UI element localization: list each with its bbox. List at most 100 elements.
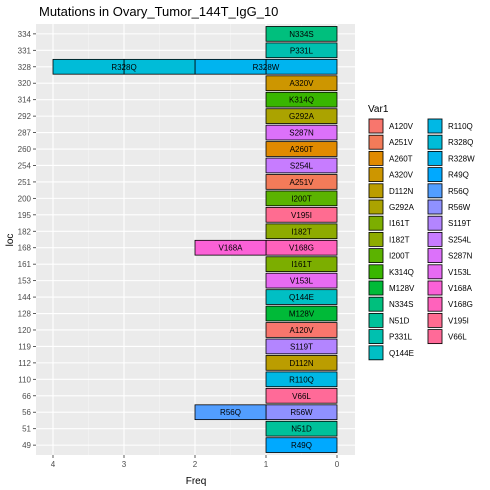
legend-label-n334s: N334S (389, 300, 413, 309)
bar-segment-v153l-153 (265, 272, 338, 289)
bar-segment-s254l-254 (265, 157, 338, 174)
y-tick-label-195: 195 (18, 211, 32, 220)
legend-label-g292a: G292A (389, 203, 415, 212)
bars-layer: N334S P331L R328W R328Q A320V K314Q G292A S287N… (52, 26, 338, 453)
bar-label-a320v-320: A320V (289, 79, 314, 88)
legend-label-v168a: V168A (448, 284, 473, 293)
y-tick-label-328: 328 (18, 63, 32, 72)
y-tick-label-51: 51 (22, 425, 31, 434)
legend-label-s119t: S119T (448, 219, 471, 228)
bar-segment-i200t-200 (265, 190, 338, 207)
bar-segment-d112n-112 (265, 355, 338, 371)
bar-label-v168a-168: V168A (218, 244, 243, 253)
legend-swatch-s119t (427, 215, 443, 231)
legend-label-i161t: I161T (389, 219, 410, 228)
bar-label-i200t-200: I200T (291, 194, 312, 203)
y-tick-label-110: 110 (18, 375, 31, 384)
bar-label-q144e-144: Q144E (289, 293, 314, 302)
x-tick-label-0: 0 (335, 460, 340, 469)
bar-segment-a251v-251 (265, 174, 338, 190)
legend-swatch-a320v (368, 167, 384, 183)
y-tick-label-168: 168 (18, 244, 32, 253)
bar-label-g292a-292: G292A (289, 112, 315, 121)
y-tick-label-161: 161 (18, 260, 32, 269)
bar-segment-i182t-182 (265, 223, 338, 240)
legend-swatch-a120v (368, 118, 384, 134)
bar-label-r110q-110: R110Q (289, 375, 314, 384)
legend-swatch-n51d (368, 312, 384, 328)
bar-label-n51d-51: N51D (291, 425, 312, 434)
bar-label-r56w-56: R56W (290, 408, 313, 417)
bar-label-i161t-161: I161T (291, 260, 312, 269)
legend-swatch-q144e (368, 345, 384, 361)
y-tick-label-320: 320 (18, 79, 32, 88)
x-axis-title: Freq (186, 476, 207, 487)
legend-label-n51d: N51D (389, 316, 410, 325)
bar-label-v153l-153: V153L (290, 277, 314, 286)
y-tick-label-153: 153 (18, 277, 32, 286)
legend-label-a120v: A120V (389, 122, 414, 131)
bar-label-a260t-260: A260T (290, 145, 314, 154)
y-tick-label-56: 56 (22, 408, 31, 417)
bar-label-d112n-112: D112N (289, 359, 314, 368)
bar-segment-a120v-120 (265, 322, 338, 338)
bar-segment-k314q-314 (265, 91, 338, 108)
y-tick-label-334: 334 (18, 30, 32, 39)
legend-label-i200t: I200T (389, 252, 410, 261)
bar-label-r328q-328: R328Q (111, 63, 136, 72)
bar-label-v195i-195: V195I (291, 211, 312, 220)
bar-segment-s287n-287 (265, 124, 338, 141)
bar-segment-v168a-168 (194, 239, 267, 256)
x-tick-label-3: 3 (122, 460, 127, 469)
y-tick-label-287: 287 (18, 129, 32, 138)
legend-swatch-a251v (368, 134, 384, 150)
x-tick-label-2: 2 (193, 460, 198, 469)
legend: Var1 A120V A251V A260T A320V D112N G292A I161T… (368, 104, 475, 361)
legend-label-k314q: K314Q (389, 268, 414, 277)
legend-swatch-i182t (368, 231, 384, 247)
y-tick-label-251: 251 (18, 178, 32, 187)
bar-label-a120v-120: A120V (289, 326, 314, 335)
y-tick-label-200: 200 (18, 194, 32, 203)
legend-label-m128v: M128V (389, 284, 415, 293)
legend-label-a320v: A320V (389, 171, 414, 180)
legend-label-r49q: R49Q (448, 171, 469, 180)
legend-label-v66l: V66L (448, 333, 467, 342)
bar-segment-a320v-320 (265, 75, 338, 92)
legend-swatch-p331l (368, 329, 384, 345)
y-tick-label-292: 292 (18, 112, 32, 121)
legend-swatch-r56q (427, 183, 443, 199)
y-axis-title: loc (5, 234, 16, 247)
bar-segment-r56q-56 (194, 404, 267, 421)
legend-swatch-s254l (427, 231, 443, 247)
legend-label-a260t: A260T (389, 154, 413, 163)
x-axis-ticks: 4 3 2 1 0 (51, 455, 340, 469)
bar-label-s287n-287: S287N (289, 129, 314, 138)
legend-swatch-g292a (368, 199, 384, 215)
x-tick-label-1: 1 (264, 460, 269, 469)
y-tick-label-119: 119 (18, 342, 31, 351)
bar-segment-n51d-51 (265, 420, 338, 437)
legend-label-v153l: V153L (448, 268, 472, 277)
y-tick-label-331: 331 (18, 46, 32, 55)
legend-label-r56w: R56W (448, 203, 471, 212)
legend-label-s254l: S254L (448, 235, 472, 244)
bar-label-m128v-128: M128V (289, 310, 315, 319)
bar-segment-v66l-66 (265, 387, 338, 404)
bar-label-p331l-331: P331L (290, 46, 314, 55)
bar-segment-p331l-331 (265, 42, 338, 59)
y-tick-label-49: 49 (22, 441, 31, 450)
bar-segment-g292a-292 (265, 108, 338, 124)
y-tick-label-260: 260 (18, 145, 32, 154)
bar-segment-n334s-334 (265, 26, 338, 42)
legend-label-d112n: D112N (389, 187, 414, 196)
legend-swatch-v153l (427, 264, 443, 280)
y-tick-label-112: 112 (18, 359, 31, 368)
bar-label-r56q-56: R56Q (220, 408, 241, 417)
legend-swatch-r49q (427, 167, 443, 183)
legend-swatch-i200t (368, 248, 384, 264)
bar-segment-r110q-110 (265, 371, 338, 388)
bar-label-v168g-168: V168G (289, 244, 314, 253)
legend-label-r56q: R56Q (448, 187, 469, 196)
